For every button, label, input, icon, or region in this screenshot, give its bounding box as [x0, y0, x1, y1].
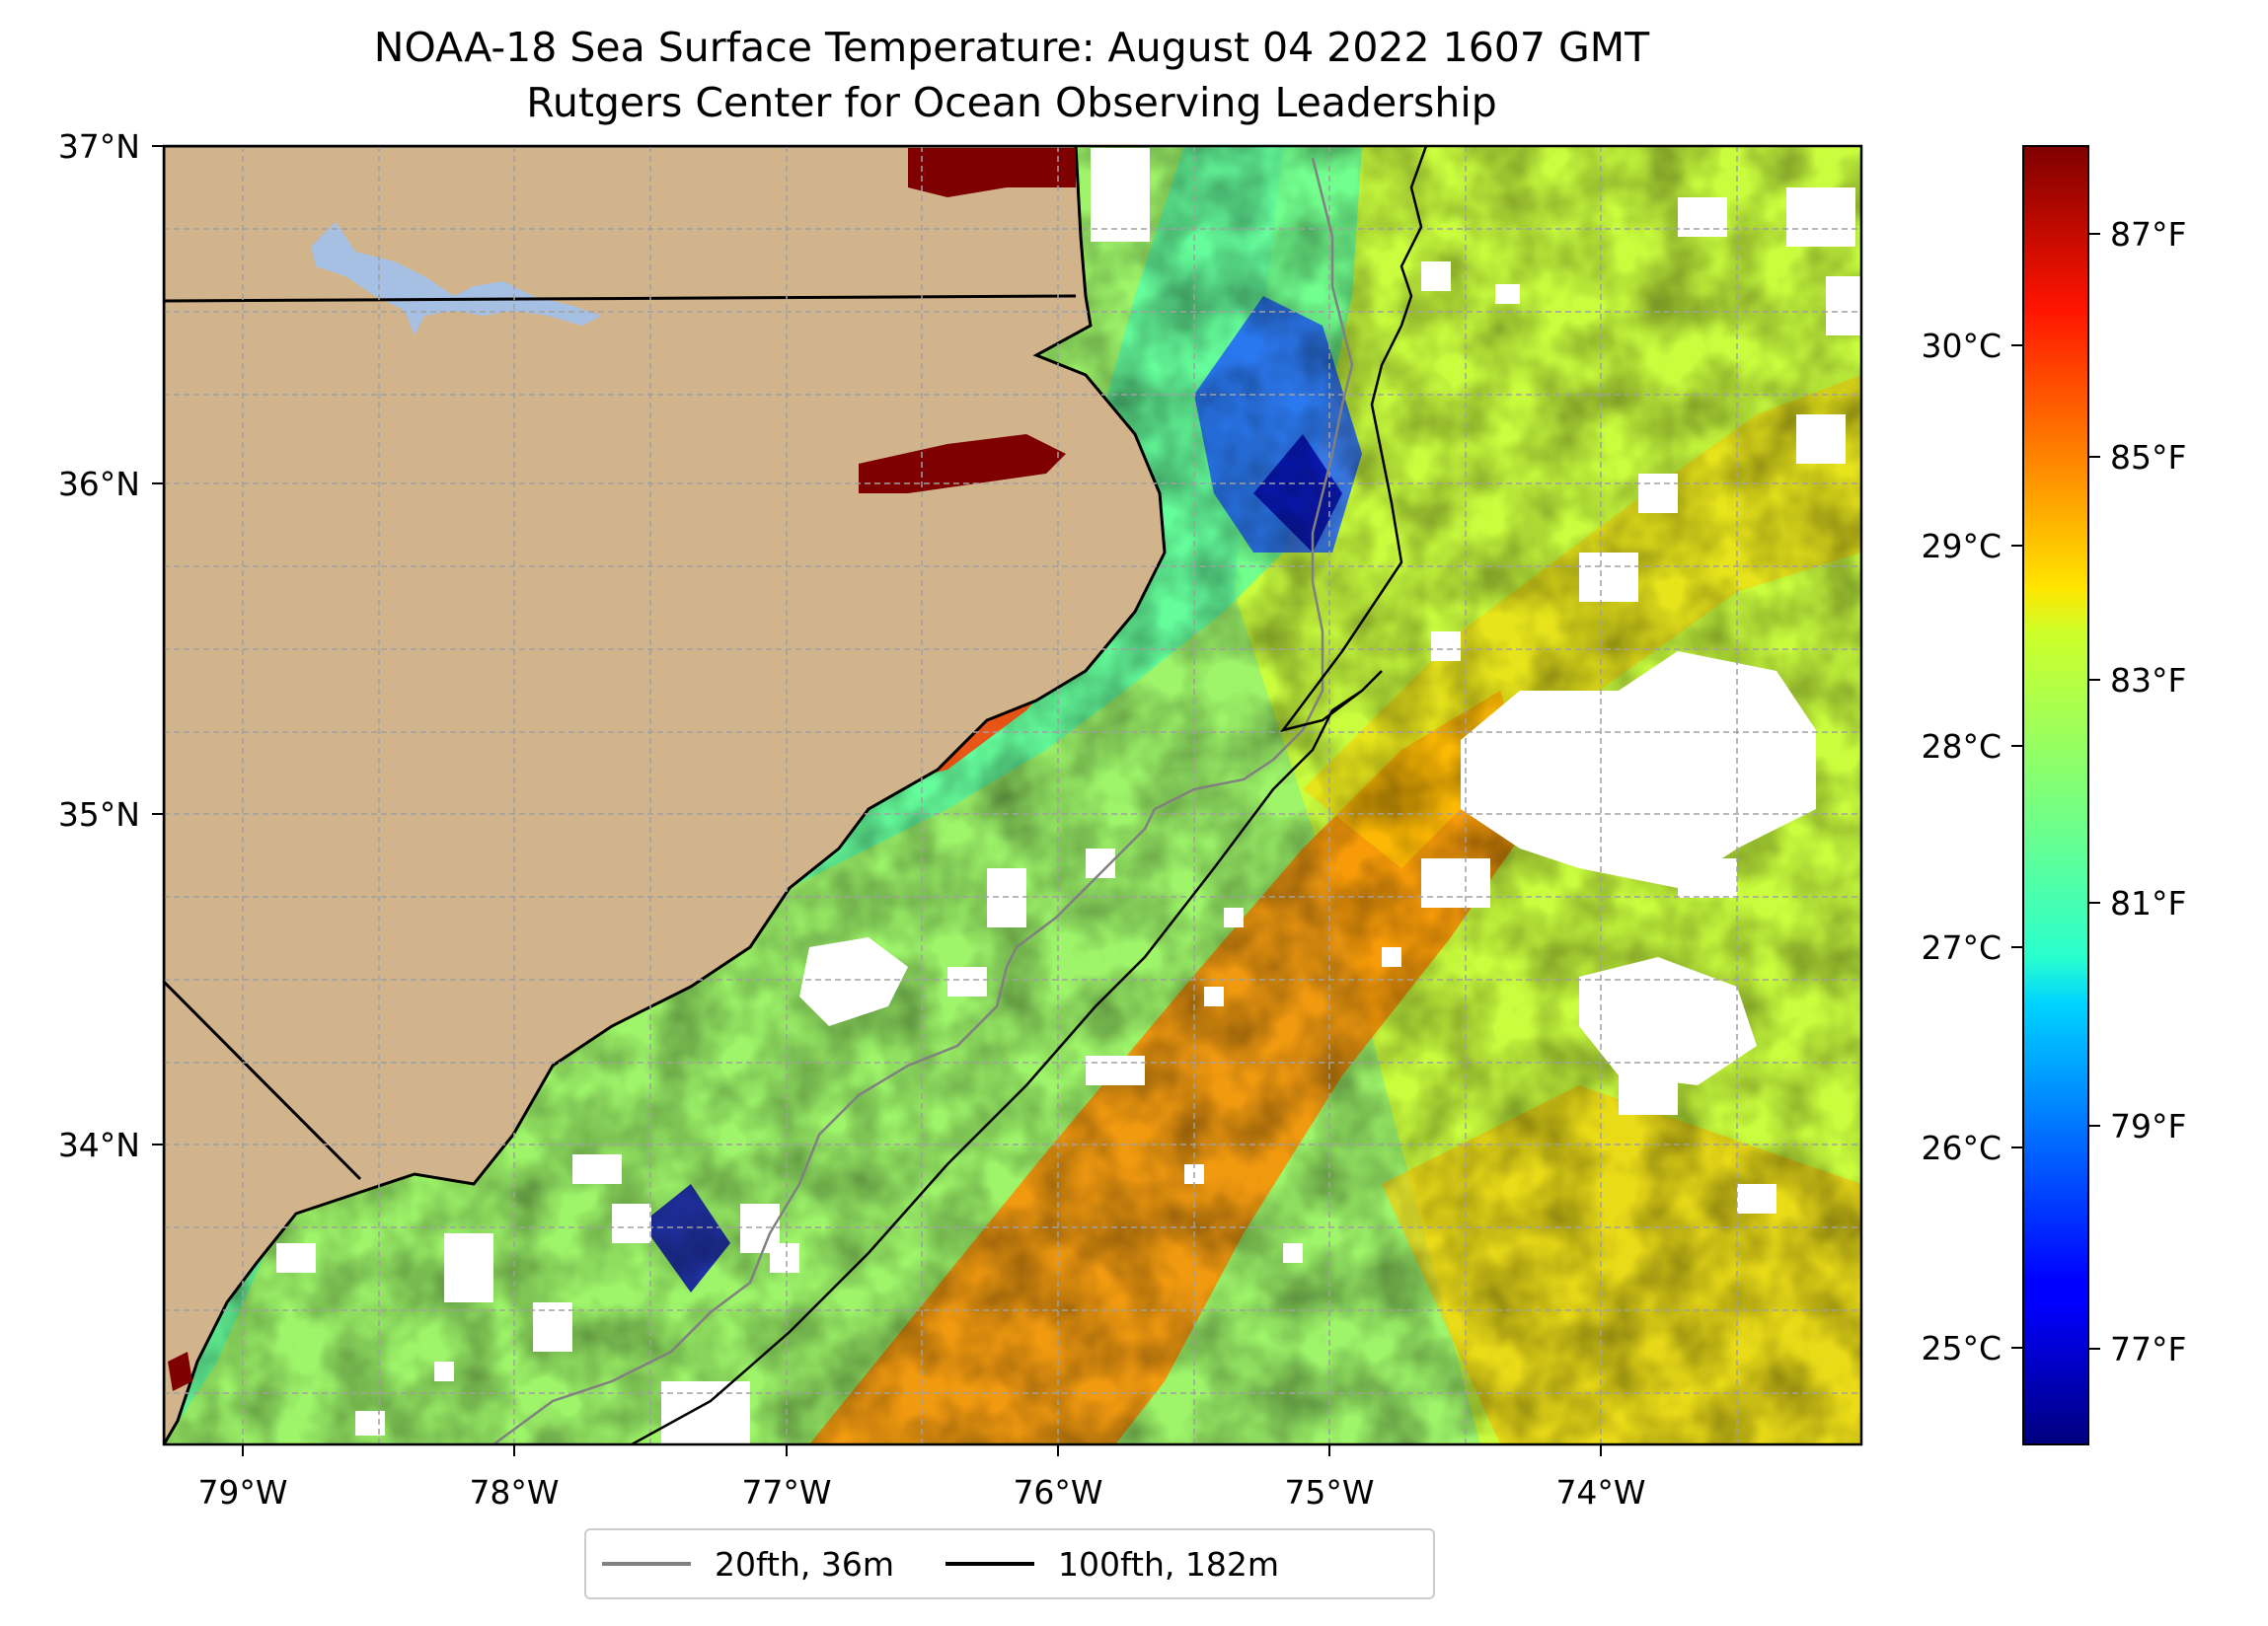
legend-label: 20fth, 36m	[715, 1544, 894, 1584]
x-axis-labels: 79°W 78°W 77°W 76°W 75°W 74°W	[197, 1473, 1645, 1512]
chart-title: NOAA-18 Sea Surface Temperature: August …	[374, 24, 1650, 71]
colorbar-ticks	[2011, 233, 2100, 1350]
y-tick-label: 34°N	[58, 1126, 140, 1164]
x-tick-label: 75°W	[1284, 1473, 1374, 1512]
gridlines	[164, 146, 1861, 1444]
map-frame	[162, 144, 1863, 1446]
fahrenheit-tick-label: 83°F	[2110, 661, 2186, 700]
celsius-tick-label: 28°C	[1921, 727, 2002, 766]
celsius-tick-label: 29°C	[1921, 527, 2002, 565]
chart-subtitle: Rutgers Center for Ocean Observing Leade…	[526, 79, 1497, 126]
legend-item-100fth: 100fth, 182m	[945, 1545, 1279, 1584]
y-tick-label: 37°N	[58, 127, 140, 166]
legend-item-20fth: 20fth, 36m	[602, 1545, 894, 1584]
y-axis-labels: 37°N 36°N 35°N 34°N	[58, 127, 140, 1164]
celsius-tick-label: 26°C	[1921, 1129, 2002, 1167]
x-tick-label: 74°W	[1555, 1473, 1645, 1512]
x-tick-label: 77°W	[741, 1473, 831, 1512]
fahrenheit-tick-label: 79°F	[2110, 1107, 2186, 1146]
isobath-20fth	[492, 157, 1354, 1444]
axis-ticks	[152, 145, 1602, 1456]
colorbar-fahrenheit-labels: 87°F 85°F 83°F 81°F 79°F 77°F	[2110, 215, 2186, 1368]
estuary-southwest	[168, 1352, 192, 1391]
map-panel	[164, 146, 1861, 1444]
fahrenheit-tick-label: 87°F	[2110, 215, 2186, 254]
celsius-tick-label: 27°C	[1921, 928, 2002, 967]
y-tick-label: 35°N	[58, 795, 140, 834]
legend-swatch-black	[945, 1562, 1034, 1566]
lake-kerr	[311, 222, 602, 335]
fahrenheit-tick-label: 77°F	[2110, 1330, 2186, 1368]
legend: 20fth, 36m 100fth, 182m	[584, 1528, 1435, 1599]
x-tick-label: 78°W	[469, 1473, 559, 1512]
y-tick-label: 36°N	[58, 465, 140, 503]
estuary-albemarle	[859, 434, 1066, 493]
border-va-nc	[164, 294, 1077, 303]
colorbar	[2022, 145, 2089, 1445]
fahrenheit-tick-label: 81°F	[2110, 884, 2186, 923]
isobath-100fth	[631, 146, 1428, 1444]
celsius-tick-label: 25°C	[1921, 1329, 2002, 1367]
colorbar-celsius-labels: 30°C 29°C 28°C 27°C 26°C 25°C	[1921, 327, 2002, 1367]
border-nc-sc	[164, 980, 362, 1181]
legend-swatch-gray	[602, 1562, 691, 1566]
x-tick-label: 79°W	[197, 1473, 287, 1512]
celsius-tick-label: 30°C	[1921, 327, 2002, 365]
legend-label: 100fth, 182m	[1058, 1544, 1279, 1584]
fahrenheit-tick-label: 85°F	[2110, 438, 2186, 477]
estuary-north	[908, 148, 1076, 197]
x-tick-label: 76°W	[1013, 1473, 1102, 1512]
